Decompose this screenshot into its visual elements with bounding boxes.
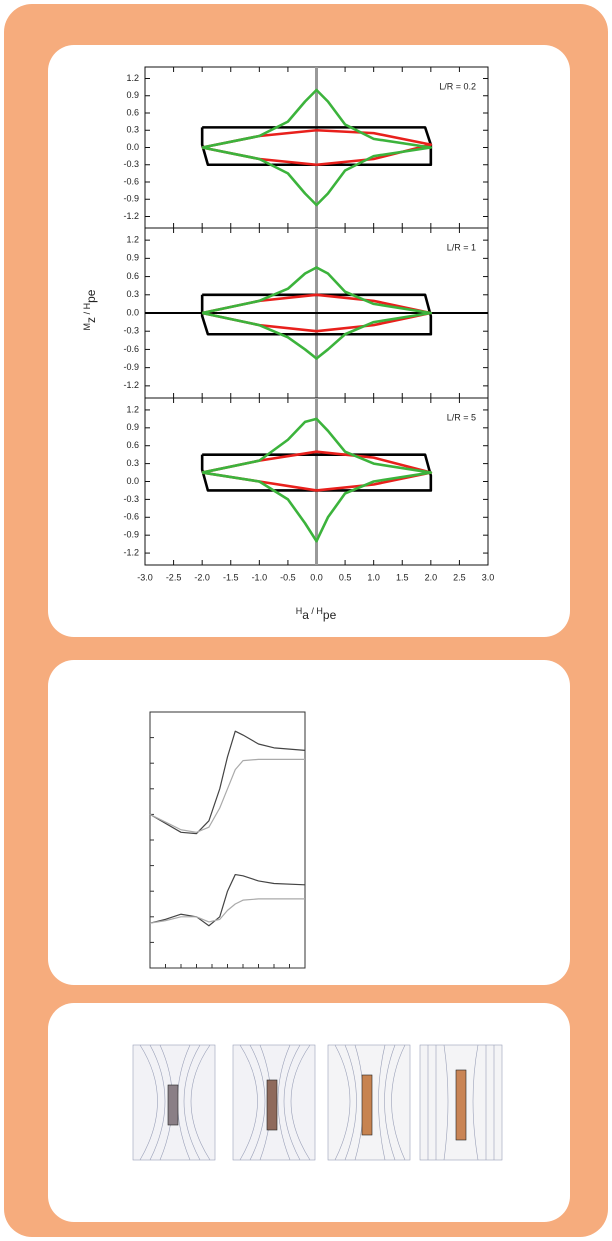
y-tick-label: 1.2 <box>126 73 139 83</box>
figure: -1.2 -0.9 -0.6 -0.3 0.0 0.3 0.6 0.9 1.2 L/R = 0.2… <box>0 0 612 1241</box>
x-tick-label: -1.5 <box>223 572 239 582</box>
y-tick-label: -0.6 <box>123 344 139 354</box>
y-tick-label: -0.6 <box>123 176 139 186</box>
axis-label-part: pe <box>84 289 98 303</box>
y-tick-label: 0.0 <box>126 476 139 486</box>
x-tick-label: 0.5 <box>339 572 352 582</box>
x-tick-label: -0.5 <box>280 572 296 582</box>
page: -1.2 -0.9 -0.6 -0.3 0.0 0.3 0.6 0.9 1.2 L/R = 0.2… <box>0 0 612 1241</box>
y-tick-label: -1.2 <box>123 211 139 221</box>
annotation: L/R = 0.2 <box>439 81 476 91</box>
y-tick-label: -0.9 <box>123 362 139 372</box>
y-tick-label: 0.0 <box>126 307 139 317</box>
x-tick-label: 3.0 <box>482 572 495 582</box>
x-tick-label: 1.5 <box>396 572 409 582</box>
annotation: L/R = 1 <box>447 242 476 252</box>
y-tick-label: -0.9 <box>123 530 139 540</box>
y-tick-label: 1.2 <box>126 404 139 414</box>
y-tick-label: -0.3 <box>123 159 139 169</box>
y-tick-label: 0.3 <box>126 458 139 468</box>
axis-label-part: / H <box>82 303 92 317</box>
y-tick-label: 1.2 <box>126 235 139 245</box>
axis-label-part: pe <box>323 608 337 622</box>
y-tick-label: -0.3 <box>123 326 139 336</box>
x-tick-label: 2.0 <box>425 572 438 582</box>
panel <box>48 660 570 985</box>
x-tick-label: 2.5 <box>453 572 466 582</box>
x-tick-label: -1.0 <box>252 572 268 582</box>
y-tick-label: -1.2 <box>123 547 139 557</box>
x-tick-label: 1.0 <box>367 572 380 582</box>
axis-label-part: M <box>82 323 92 331</box>
x-tick-label: -3.0 <box>137 572 153 582</box>
y-tick-label: 0.3 <box>126 289 139 299</box>
annotation: L/R = 5 <box>447 412 476 422</box>
x-tick-label: -2.5 <box>166 572 182 582</box>
y-tick-label: -0.9 <box>123 194 139 204</box>
y-tick-label: -1.2 <box>123 380 139 390</box>
x-tick-label: 0.0 <box>310 572 323 582</box>
y-tick-label: 0.6 <box>126 440 139 450</box>
y-tick-label: 0.0 <box>126 142 139 152</box>
y-tick-label: 0.9 <box>126 90 139 100</box>
y-tick-label: 0.6 <box>126 271 139 281</box>
y-tick-label: 0.3 <box>126 125 139 135</box>
y-tick-label: 0.6 <box>126 107 139 117</box>
axis-label-part: / H <box>309 606 323 616</box>
y-tick-label: -0.6 <box>123 512 139 522</box>
y-tick-label: -0.3 <box>123 494 139 504</box>
y-tick-label: 0.9 <box>126 253 139 263</box>
y-tick-label: 0.9 <box>126 422 139 432</box>
x-tick-label: -2.0 <box>194 572 210 582</box>
